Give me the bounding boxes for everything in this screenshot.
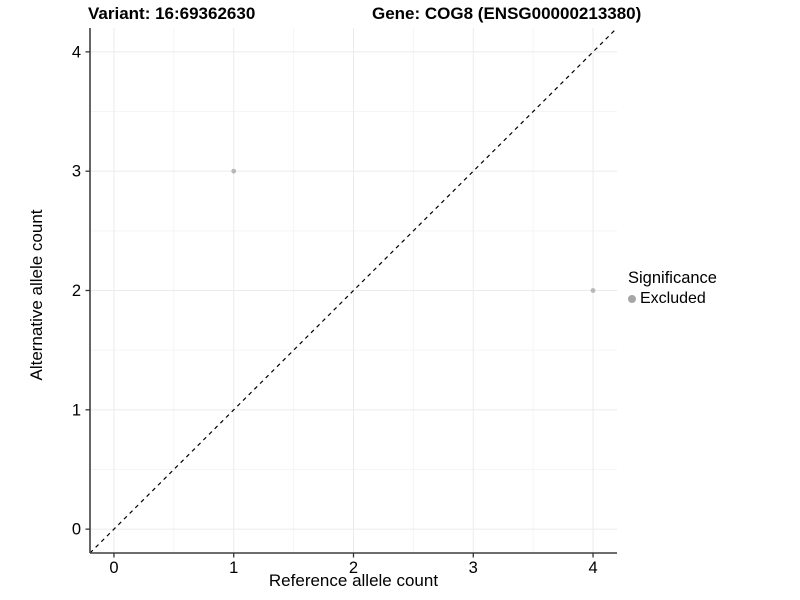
y-tick-label: 0	[72, 521, 81, 539]
x-tick-label: 0	[109, 559, 118, 577]
y-tick-label: 3	[72, 163, 81, 181]
x-axis-title: Reference allele count	[268, 571, 439, 590]
y-tick-label: 4	[72, 43, 81, 61]
x-tick-label: 3	[469, 559, 478, 577]
legend-item-label: Excluded	[640, 290, 706, 307]
legend-title: Significance	[628, 269, 717, 287]
legend: Significance Excluded	[628, 268, 717, 308]
x-tick-label: 4	[588, 559, 597, 577]
plot-title-variant: Variant: 16:69362630	[88, 4, 256, 23]
plot-title-gene: Gene: COG8 (ENSG00000213380)	[372, 4, 642, 23]
identity-line	[89, 27, 618, 554]
x-tick-label: 2	[349, 559, 358, 577]
y-tick-label: 1	[72, 401, 81, 419]
data-point	[231, 168, 237, 174]
excluded-point-icon	[628, 295, 636, 303]
y-axis-title: Alternative allele count	[27, 209, 46, 381]
x-tick-label: 1	[229, 559, 238, 577]
data-point	[590, 288, 596, 293]
y-tick-label: 2	[72, 282, 81, 300]
legend-item-excluded: Excluded	[628, 290, 717, 308]
